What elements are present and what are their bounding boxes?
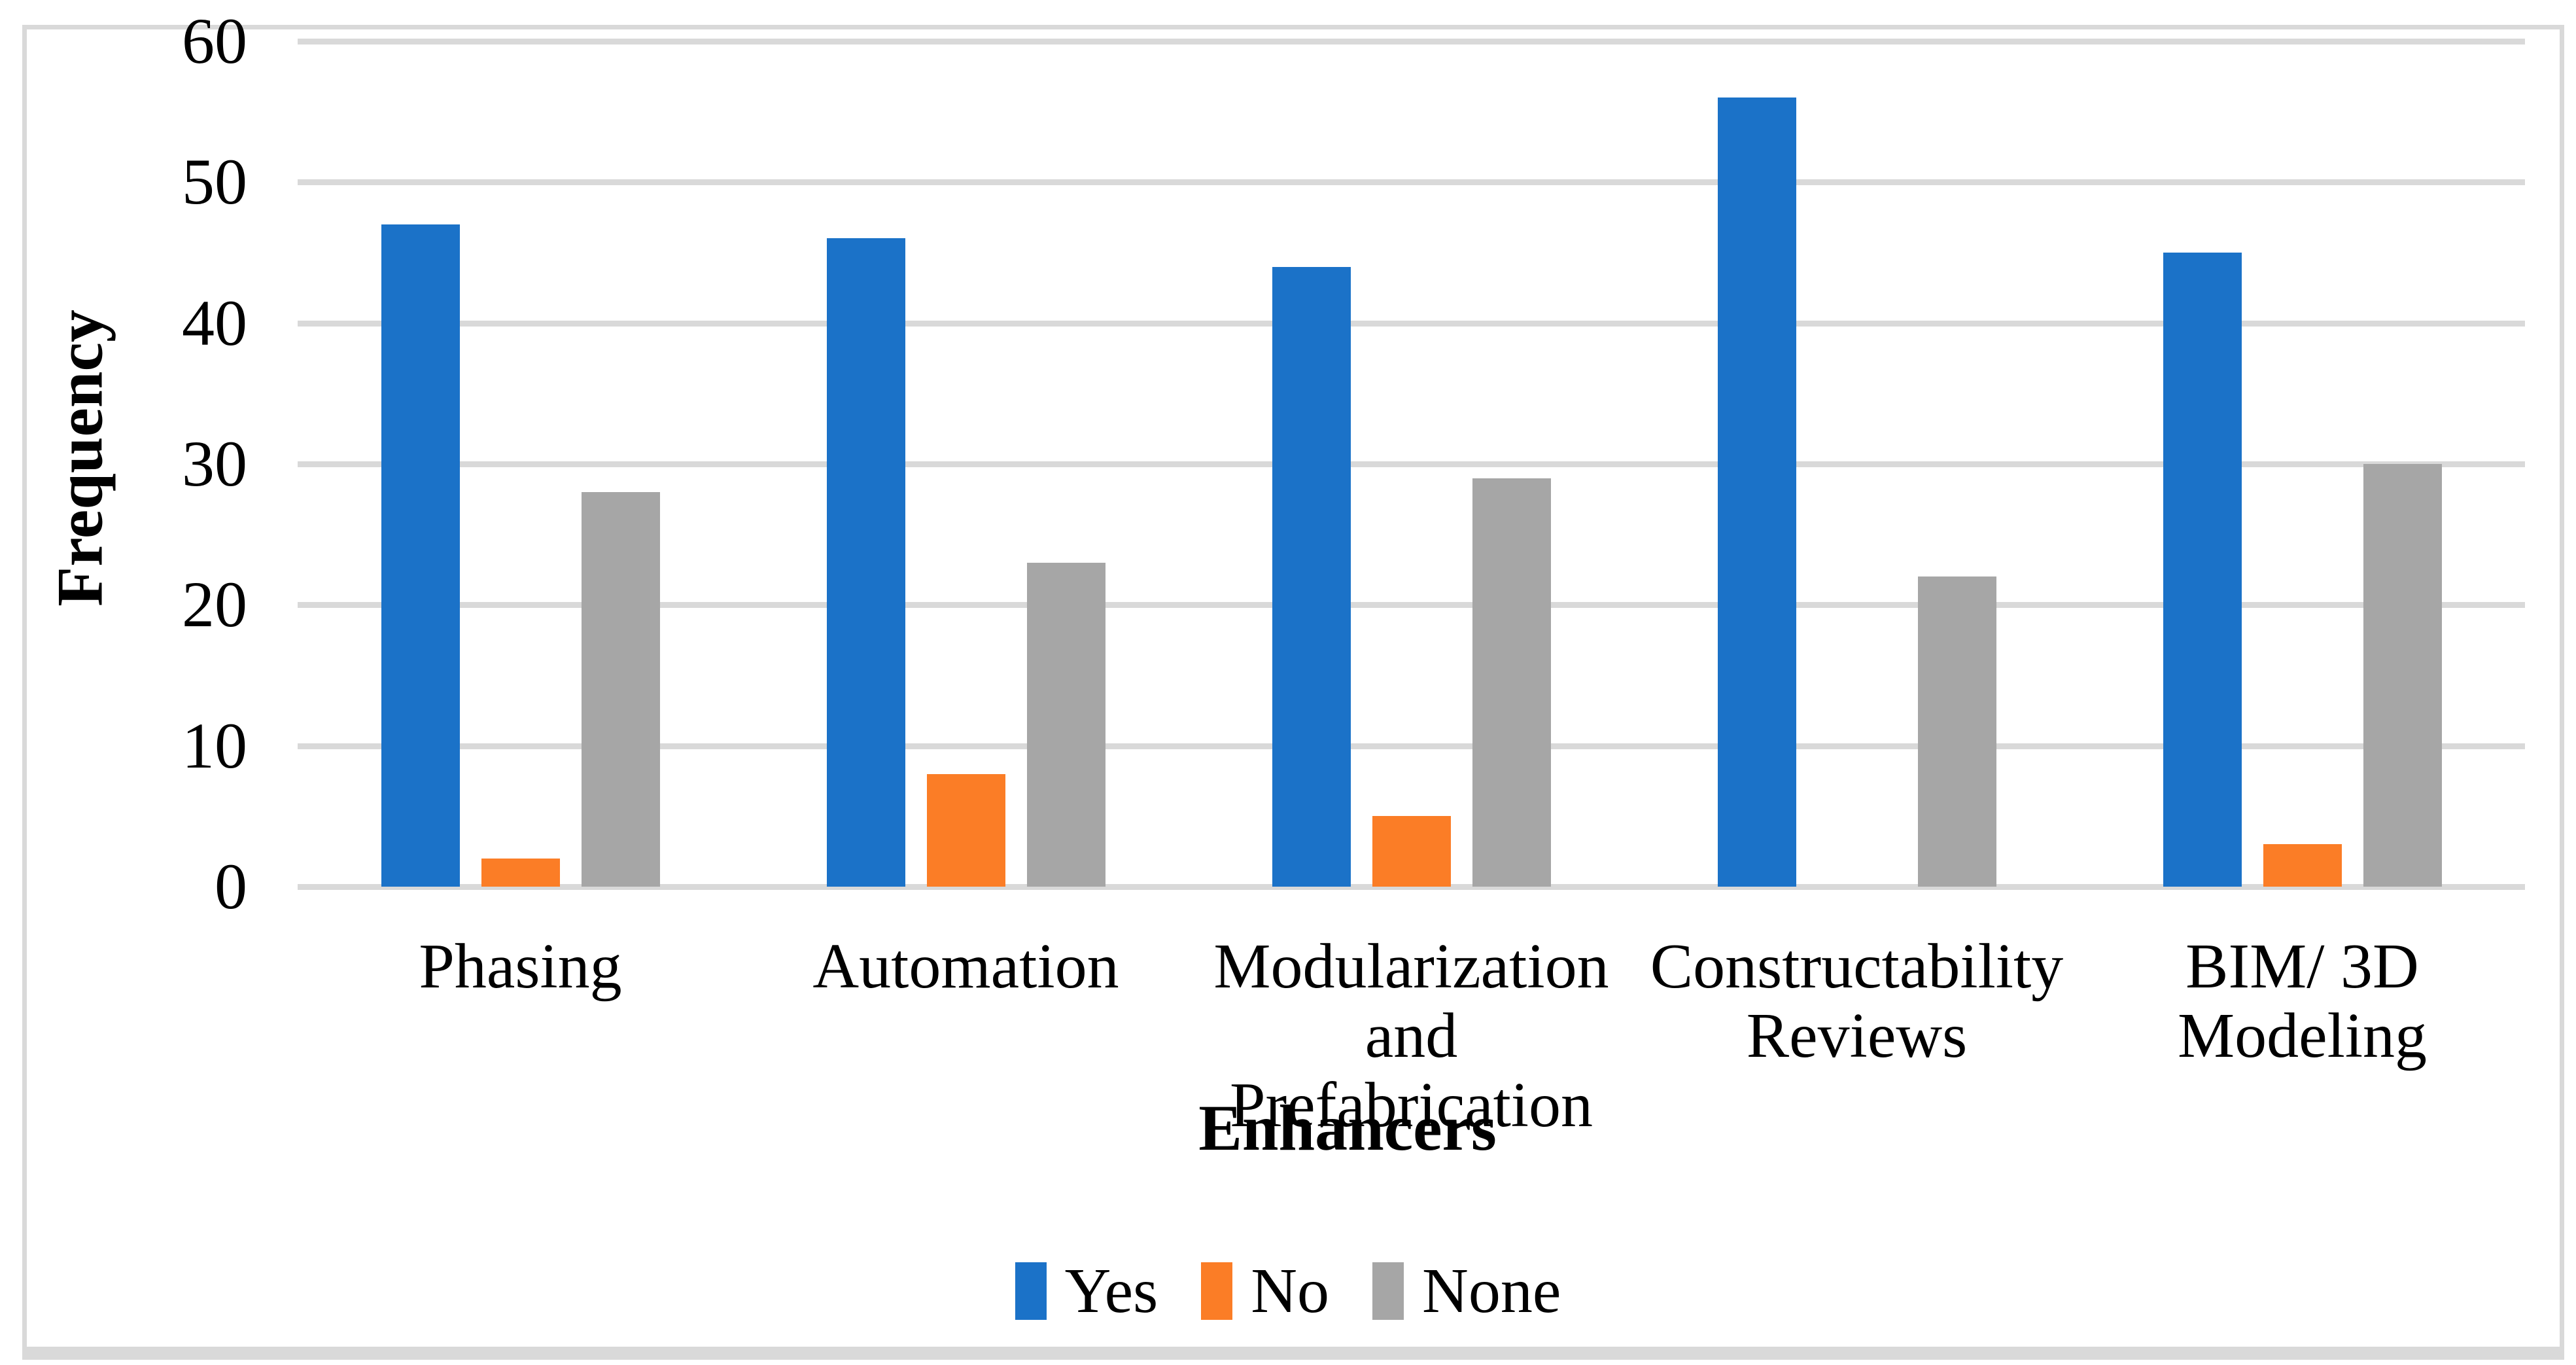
x-category-label-line: Modeling [2177,1001,2428,1071]
legend-item-yes: Yes [1015,1255,1158,1327]
x-axis-title: Enhancers [1198,1091,1497,1164]
bars-layer [298,41,2525,887]
y-tick-label-30: 30 [182,427,247,500]
y-tick-label-0: 0 [215,850,247,923]
bar-group-2 [743,41,1189,887]
x-category-label-5: BIM/ 3D Modeling [2080,932,2525,1140]
legend-label: Yes [1064,1256,1158,1326]
bar-yes-5 [2163,253,2242,887]
gridline-y-40 [298,321,2525,327]
gridline-y-0 [298,884,2525,890]
bar-no-3 [1372,816,1451,887]
bar-yes-4 [1717,98,1796,887]
chart-legend: Yes No None [0,1255,2576,1327]
bar-none-1 [581,492,660,887]
gridline-y-30 [298,461,2525,467]
legend-label: No [1251,1256,1330,1326]
bar-group-3 [1189,41,1634,887]
bar-none-5 [2363,464,2442,887]
x-category-label-line: Modularization [1213,931,1609,1002]
bar-no-5 [2263,844,2342,887]
x-category-label-line: Automation [812,931,1119,1002]
bar-yes-3 [1272,266,1351,887]
bar-yes-2 [826,238,905,887]
bar-group-4 [1634,41,2080,887]
gridline-y-10 [298,743,2525,749]
bar-group-5 [2080,41,2525,887]
legend-item-none: None [1372,1255,1561,1327]
x-category-label-1: Phasing [298,932,743,1140]
y-tick-label-40: 40 [182,287,247,359]
x-category-label-line: Reviews [1746,1001,1968,1071]
x-category-label-line: BIM/ 3D [2185,931,2419,1002]
x-category-label-line: Phasing [419,931,622,1002]
bar-no-2 [926,773,1005,887]
bar-none-3 [1472,478,1551,887]
gray-square-icon [1372,1262,1404,1320]
y-tick-label-50: 50 [182,145,247,218]
bar-none-2 [1026,562,1105,887]
x-category-label-line: Constructability [1650,931,2064,1002]
orange-square-icon [1201,1262,1233,1320]
bar-yes-1 [381,224,460,887]
blue-square-icon [1015,1262,1047,1320]
gridline-y-60 [298,39,2525,44]
gridline-y-50 [298,179,2525,185]
y-tick-label-10: 10 [182,709,247,782]
gridline-y-20 [298,602,2525,608]
legend-label: None [1422,1256,1561,1326]
y-tick-label-20: 20 [182,568,247,641]
bar-no-1 [481,858,560,887]
x-category-label-4: Constructability Reviews [1634,932,2080,1140]
x-category-label-2: Automation [743,932,1189,1140]
bar-none-4 [1917,576,1996,887]
y-tick-label-60: 60 [182,5,247,77]
x-category-label-3: Modularization and Prefabrication [1189,932,1634,1140]
bar-group-1 [298,41,743,887]
plot-area [298,39,2525,890]
x-category-label-line: and Prefabrication [1229,1001,1593,1141]
x-axis-category-labels: Phasing Automation Modularization and Prefa… [298,932,2525,1140]
legend-item-no: No [1201,1255,1329,1327]
